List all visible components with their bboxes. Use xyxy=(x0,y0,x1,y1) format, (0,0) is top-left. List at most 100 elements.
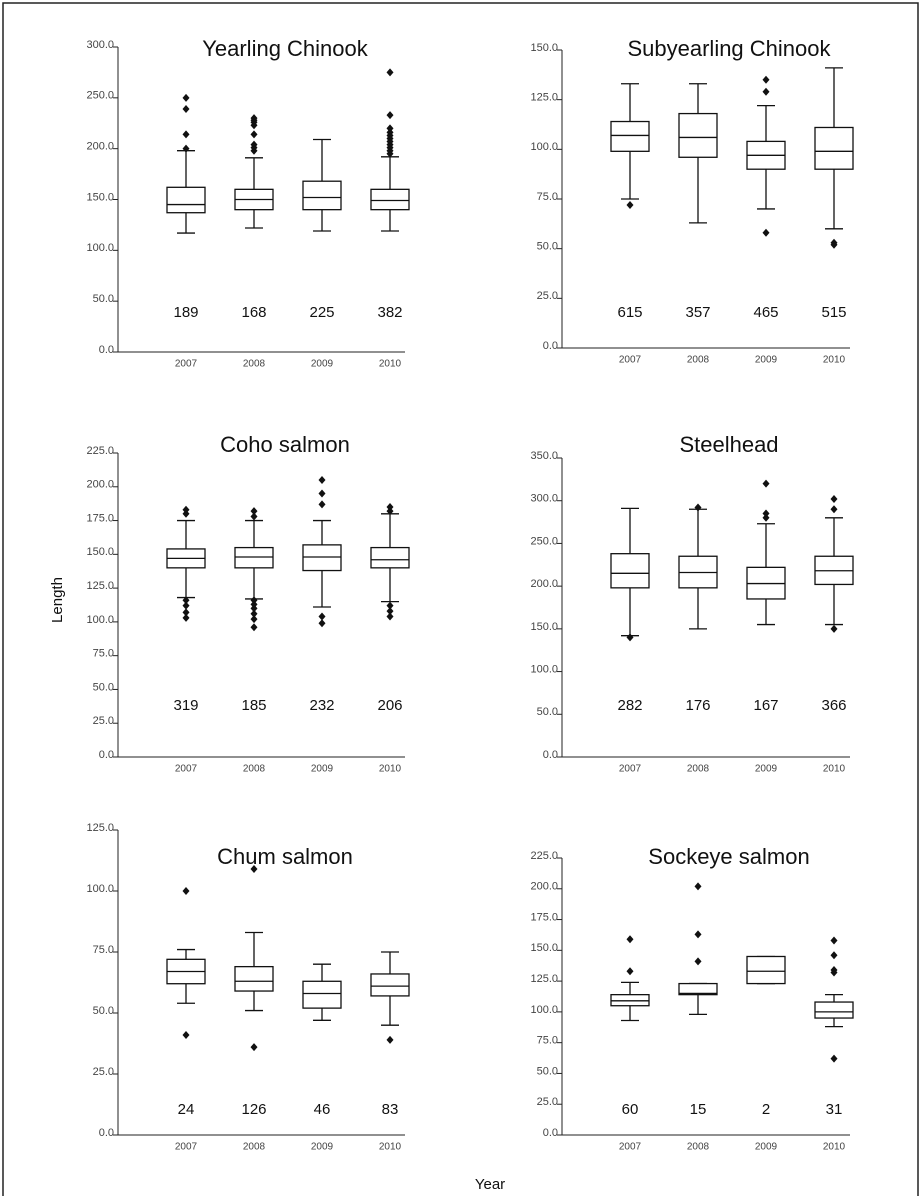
x-tick-label: 2010 xyxy=(379,1142,402,1153)
y-tick-label: 100.0 xyxy=(86,614,114,626)
chart-title: Coho salmon xyxy=(220,432,350,457)
y-tick-label: 125.0 xyxy=(86,822,114,834)
y-tick-label: 100.0 xyxy=(530,141,558,153)
outlier xyxy=(250,512,258,521)
outlier xyxy=(694,930,702,939)
outlier xyxy=(250,609,258,618)
outlier xyxy=(182,509,190,518)
outlier xyxy=(694,957,702,966)
outlier xyxy=(762,479,770,488)
y-tick-label: 175.0 xyxy=(530,911,558,923)
outlier xyxy=(762,513,770,522)
count-label: 176 xyxy=(685,697,710,714)
box xyxy=(814,1001,854,1019)
x-tick-label: 2010 xyxy=(379,764,402,775)
count-label: 185 xyxy=(241,697,266,714)
outlier xyxy=(182,608,190,617)
count-label: 15 xyxy=(690,1101,707,1118)
chart-title: Sockeye salmon xyxy=(648,844,809,869)
outlier xyxy=(250,865,258,874)
y-tick-label: 300.0 xyxy=(86,39,114,51)
outlier xyxy=(386,607,394,616)
outlier xyxy=(626,935,634,944)
outlier xyxy=(250,623,258,632)
outlier xyxy=(626,633,634,642)
x-tick-label: 2008 xyxy=(687,764,710,775)
count-label: 382 xyxy=(377,304,402,321)
y-axis-label: Length xyxy=(49,577,66,623)
box xyxy=(370,188,410,211)
count-label: 24 xyxy=(178,1101,195,1118)
x-tick-label: 2007 xyxy=(175,764,198,775)
outlier xyxy=(318,476,326,485)
y-tick-label: 125.0 xyxy=(530,973,558,985)
outlier xyxy=(250,130,258,139)
y-tick-label: 50.0 xyxy=(537,241,558,253)
y-tick-label: 75.0 xyxy=(537,1035,558,1047)
x-tick-label: 2008 xyxy=(243,359,266,370)
y-tick-label: 125.0 xyxy=(530,92,558,104)
y-tick-label: 300.0 xyxy=(530,493,558,505)
outlier xyxy=(182,144,190,153)
x-tick-label: 2007 xyxy=(619,355,642,366)
y-tick-label: 200.0 xyxy=(530,881,558,893)
count-label: 465 xyxy=(753,304,778,321)
y-tick-label: 25.0 xyxy=(537,1096,558,1108)
outlier xyxy=(386,1035,394,1044)
outlier xyxy=(182,105,190,114)
outlier xyxy=(250,600,258,609)
x-tick-label: 2008 xyxy=(687,1142,710,1153)
outlier xyxy=(830,495,838,504)
outlier xyxy=(762,75,770,84)
outlier xyxy=(386,124,394,133)
x-tick-label: 2007 xyxy=(175,359,198,370)
outlier xyxy=(386,507,394,516)
box xyxy=(610,120,650,152)
count-label: 206 xyxy=(377,697,402,714)
x-tick-label: 2010 xyxy=(823,1142,846,1153)
count-label: 126 xyxy=(241,1101,266,1118)
count-label: 615 xyxy=(617,304,642,321)
y-tick-label: 100.0 xyxy=(86,883,114,895)
box xyxy=(234,546,274,569)
y-tick-label: 75.0 xyxy=(537,191,558,203)
outlier xyxy=(386,111,394,120)
x-tick-label: 2009 xyxy=(755,355,778,366)
box xyxy=(302,544,342,572)
x-tick-label: 2009 xyxy=(755,764,778,775)
outlier xyxy=(250,140,258,149)
y-tick-label: 0.0 xyxy=(99,1127,114,1139)
x-tick-label: 2007 xyxy=(175,1142,198,1153)
outlier xyxy=(830,951,838,960)
box xyxy=(302,180,342,211)
box xyxy=(370,973,410,997)
y-tick-label: 0.0 xyxy=(99,344,114,356)
y-tick-label: 150.0 xyxy=(86,546,114,558)
outlier xyxy=(182,130,190,139)
outlier xyxy=(694,882,702,891)
x-tick-label: 2009 xyxy=(311,764,334,775)
y-tick-label: 0.0 xyxy=(543,340,558,352)
box xyxy=(370,546,410,569)
outlier xyxy=(250,596,258,605)
outlier xyxy=(318,489,326,498)
y-tick-label: 200.0 xyxy=(86,479,114,491)
outlier xyxy=(694,503,702,512)
y-tick-label: 225.0 xyxy=(530,850,558,862)
y-tick-label: 50.0 xyxy=(537,1065,558,1077)
outlier xyxy=(318,619,326,628)
y-tick-label: 75.0 xyxy=(93,648,114,660)
count-label: 83 xyxy=(382,1101,399,1118)
x-tick-label: 2010 xyxy=(823,355,846,366)
outlier xyxy=(830,936,838,945)
count-label: 515 xyxy=(821,304,846,321)
outlier xyxy=(182,505,190,514)
count-label: 357 xyxy=(685,304,710,321)
count-label: 60 xyxy=(622,1101,639,1118)
x-tick-label: 2010 xyxy=(379,359,402,370)
count-label: 282 xyxy=(617,697,642,714)
y-tick-label: 350.0 xyxy=(530,450,558,462)
count-label: 189 xyxy=(173,304,198,321)
